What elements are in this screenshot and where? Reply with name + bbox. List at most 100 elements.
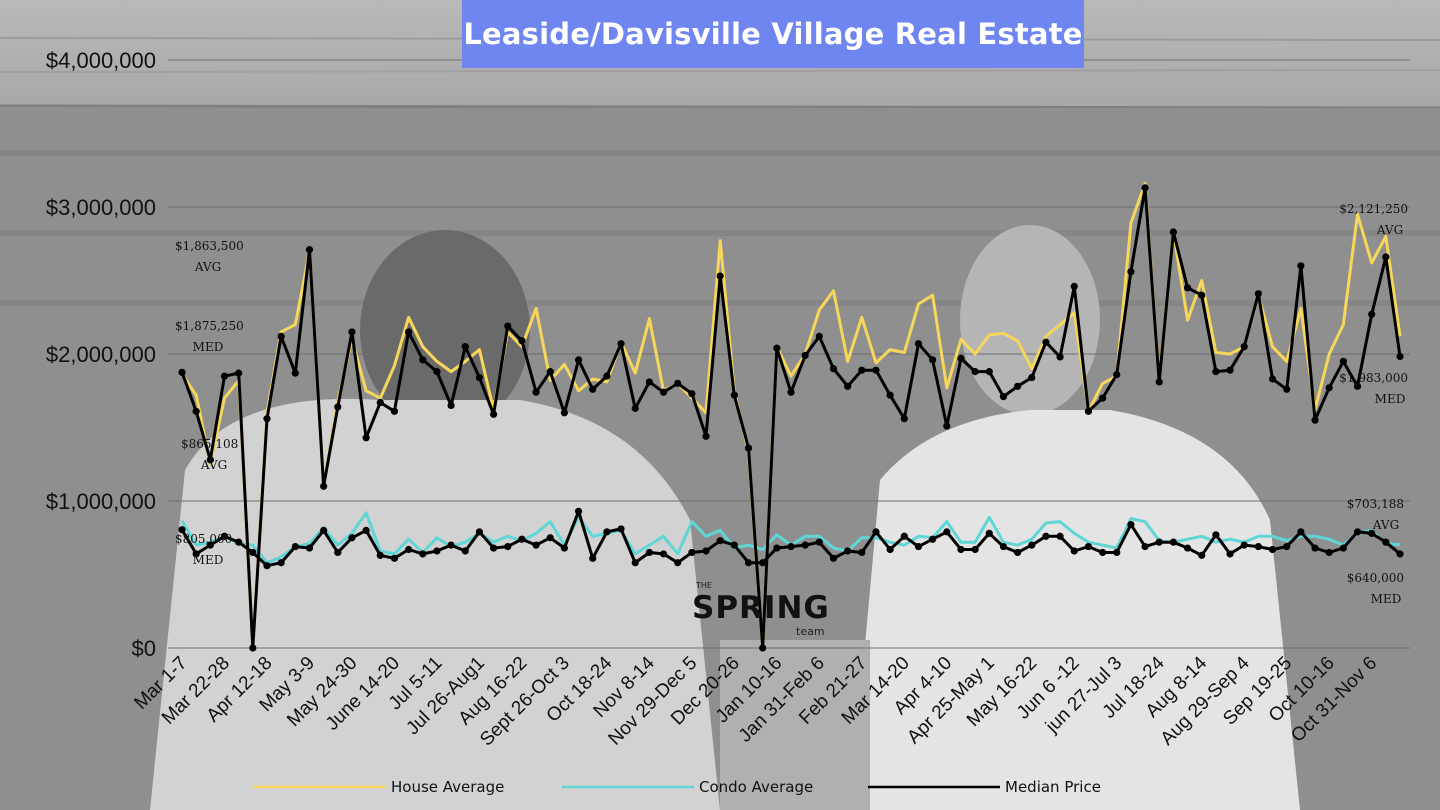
data-point <box>475 373 484 382</box>
data-point <box>1325 384 1333 392</box>
data-point <box>405 545 413 554</box>
y-tick-label: $0 <box>132 636 156 661</box>
data-point <box>971 545 979 554</box>
data-point <box>390 407 399 415</box>
data-point <box>589 385 597 393</box>
y-tick-label: $1,000,000 <box>46 489 156 514</box>
data-point <box>1396 352 1404 361</box>
data-point <box>419 550 427 558</box>
data-point <box>504 322 512 330</box>
data-point <box>1226 366 1234 374</box>
annotation-label: MED <box>193 340 224 354</box>
data-point <box>674 379 682 387</box>
data-point <box>1268 375 1277 383</box>
annotation-label: MED <box>1375 392 1406 406</box>
data-point <box>518 535 526 543</box>
data-point <box>178 368 186 376</box>
data-point <box>844 547 852 555</box>
data-point <box>716 272 724 280</box>
data-point <box>1240 343 1248 351</box>
data-point <box>589 554 597 562</box>
data-point <box>560 544 568 552</box>
data-point <box>305 246 314 254</box>
data-point <box>631 559 639 567</box>
data-point <box>773 344 781 352</box>
data-point <box>1183 284 1192 292</box>
data-point <box>603 528 611 536</box>
legend: House Average Condo Average Median Price <box>254 778 1101 796</box>
data-point <box>235 538 243 546</box>
data-point <box>348 534 356 542</box>
data-point <box>574 356 583 364</box>
annotation-label: MED <box>1371 592 1402 606</box>
data-point <box>1339 544 1347 552</box>
annotation-label: $640,000 <box>1347 571 1404 585</box>
data-point <box>532 388 540 396</box>
svg-text:team: team <box>796 625 825 638</box>
data-point <box>801 541 809 549</box>
data-point <box>914 340 923 348</box>
data-point <box>645 378 653 386</box>
data-point <box>320 526 328 535</box>
data-point <box>1084 407 1093 415</box>
annotations: $1,863,500 AVG $1,875,250 MED $865,108 AVG $80… <box>175 202 1408 606</box>
data-point <box>1212 368 1220 376</box>
y-tick-label: $2,000,000 <box>46 342 156 367</box>
data-point <box>957 354 965 363</box>
spring-team-logo: THE SPRING team <box>692 581 829 638</box>
data-point <box>461 343 469 351</box>
data-point <box>759 644 767 652</box>
data-point <box>858 548 866 557</box>
data-point <box>1353 382 1362 390</box>
annotation-label: $865,108 <box>181 437 238 451</box>
data-point <box>858 366 866 374</box>
data-point <box>263 415 271 423</box>
data-point <box>1056 353 1064 361</box>
data-point <box>1070 282 1078 290</box>
data-point <box>348 328 356 336</box>
data-point <box>1254 290 1262 298</box>
data-point <box>489 410 498 418</box>
data-point <box>943 528 951 536</box>
data-point <box>1368 310 1376 318</box>
data-point <box>206 456 214 464</box>
data-point <box>475 528 484 536</box>
data-point <box>688 548 696 557</box>
data-point <box>815 332 823 340</box>
data-point <box>631 404 639 412</box>
data-point <box>730 541 738 549</box>
data-point <box>829 365 838 373</box>
data-point <box>291 369 299 377</box>
data-point <box>504 542 512 551</box>
data-point <box>985 529 993 537</box>
data-point <box>674 559 682 567</box>
data-point <box>277 559 285 567</box>
data-point <box>1155 378 1163 386</box>
data-point <box>815 538 823 546</box>
data-point <box>787 542 795 551</box>
data-point <box>617 340 625 348</box>
data-point <box>929 535 937 543</box>
y-tick-label: $4,000,000 <box>46 48 156 73</box>
data-point <box>1113 548 1121 557</box>
svg-text:THE: THE <box>695 581 712 590</box>
data-point <box>844 382 852 390</box>
data-point <box>900 415 908 423</box>
data-point <box>433 547 441 555</box>
data-point <box>574 507 583 515</box>
data-point <box>334 548 342 557</box>
data-point <box>702 547 710 555</box>
page-title: Leaside/Davisville Village Real Estate <box>462 0 1084 68</box>
data-point <box>1169 538 1177 546</box>
data-point <box>688 390 696 398</box>
data-point <box>235 369 243 377</box>
data-point <box>1311 416 1319 424</box>
annotation-label: AVG <box>1372 518 1399 532</box>
data-point <box>220 372 229 380</box>
data-point <box>759 559 767 567</box>
data-point <box>1014 548 1022 557</box>
data-point <box>405 328 413 336</box>
data-point <box>419 356 427 364</box>
